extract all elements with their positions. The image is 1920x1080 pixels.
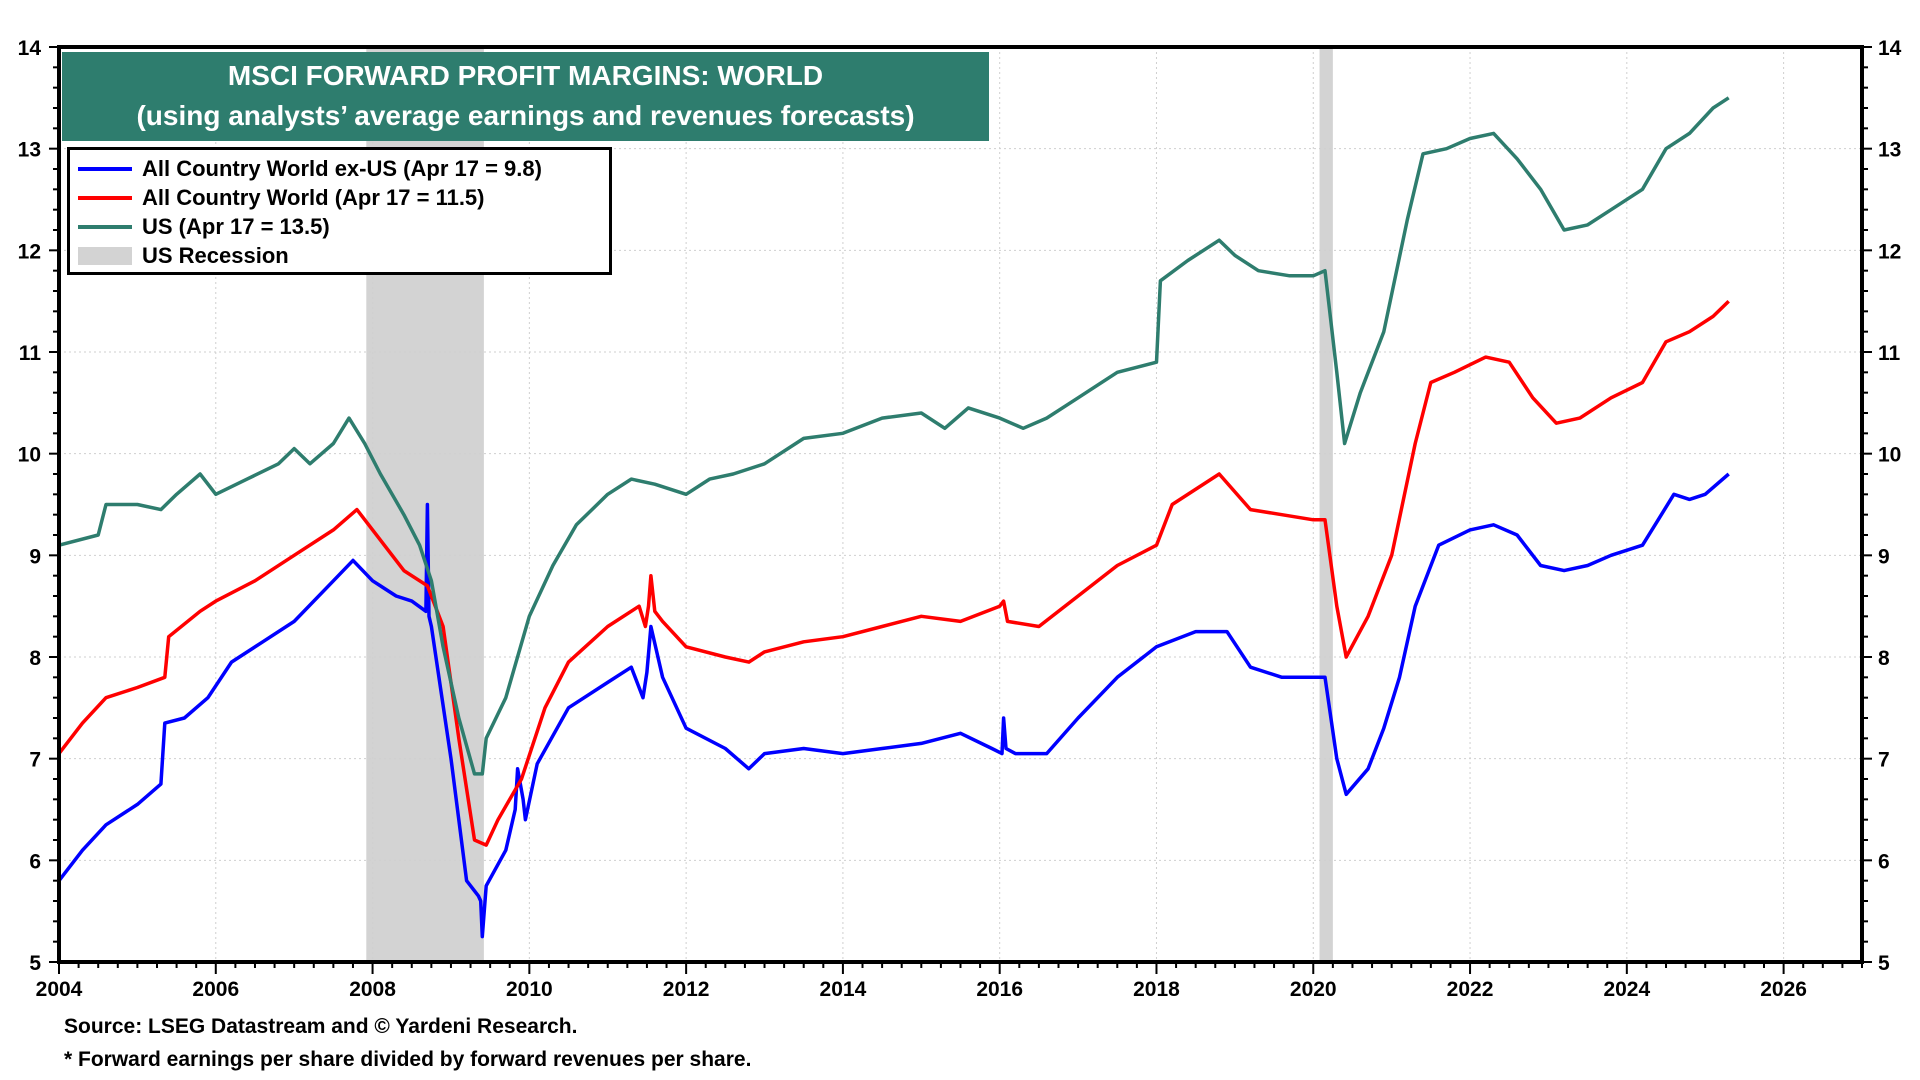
y-tick-label-left: 14: [18, 37, 42, 60]
footnote: * Forward earnings per share divided by …: [64, 1048, 752, 1071]
legend-label: US (Apr 17 = 13.5): [142, 213, 330, 239]
y-tick-label-right: 13: [1878, 139, 1901, 162]
series-lines: [57, 96, 1730, 939]
y-tick-label-right: 6: [1878, 850, 1890, 873]
legend-label: All Country World ex-US (Apr 17 = 9.8): [142, 155, 542, 181]
legend: All Country World ex-US (Apr 17 = 9.8) A…: [67, 147, 612, 275]
chart-title-box: MSCI FORWARD PROFIT MARGINS: WORLD (usin…: [62, 52, 989, 141]
x-tick-label: 2010: [506, 978, 553, 1001]
y-tick-label-right: 9: [1878, 545, 1890, 568]
y-tick-label-right: 12: [1878, 240, 1901, 263]
legend-swatch-recession: [78, 246, 132, 265]
x-tick-label: 2006: [192, 978, 239, 1001]
legend-item-us: US (Apr 17 = 13.5): [78, 212, 601, 241]
source-note: Source: LSEG Datastream and © Yardeni Re…: [64, 1015, 578, 1038]
x-tick-label: 2024: [1603, 978, 1650, 1001]
legend-item-acw: All Country World (Apr 17 = 11.5): [78, 183, 601, 212]
y-tick-label-right: 10: [1878, 444, 1901, 467]
y-tick-label-left: 13: [18, 139, 41, 162]
y-tick-label-right: 7: [1878, 749, 1890, 772]
legend-swatch-blue-line: [78, 166, 132, 171]
series-line-2: [58, 96, 1730, 776]
legend-label: US Recession: [142, 242, 289, 268]
y-tick-label-left: 9: [29, 545, 41, 568]
x-tick-label: 2004: [36, 978, 83, 1001]
y-tick-label-left: 6: [29, 850, 41, 873]
y-tick-label-right: 8: [1878, 647, 1890, 670]
y-tick-label-left: 8: [29, 647, 41, 670]
axes: [49, 45, 1872, 974]
legend-label: All Country World (Apr 17 = 11.5): [142, 184, 485, 210]
y-tick-label-right: 5: [1878, 952, 1890, 975]
y-tick-label-left: 7: [29, 749, 41, 772]
x-tick-label: 2014: [820, 978, 867, 1001]
y-tick-label-left: 10: [18, 444, 41, 467]
y-tick-label-left: 12: [18, 240, 41, 263]
y-tick-label-left: 5: [29, 952, 41, 975]
chart-title: MSCI FORWARD PROFIT MARGINS: WORLD: [227, 60, 824, 91]
series-line-0: [57, 472, 1730, 939]
x-tick-label: 2026: [1760, 978, 1807, 1001]
tick-labels: 5 5 6 6 7 7 8 8 9 9 10 10 11 11 12 12 13 13 14 14 2004 2006 20…: [18, 37, 1902, 1001]
y-tick-label-right: 14: [1878, 37, 1902, 60]
chart-subtitle: (using analysts’ average earnings and re…: [136, 100, 915, 131]
legend-item-recession: US Recession: [78, 241, 601, 270]
legend-item-acwxus: All Country World ex-US (Apr 17 = 9.8): [78, 154, 601, 183]
legend-swatch-teal-line: [78, 224, 132, 229]
x-tick-label: 2016: [976, 978, 1023, 1001]
x-tick-label: 2020: [1290, 978, 1337, 1001]
x-tick-label: 2012: [663, 978, 710, 1001]
y-tick-label-right: 11: [1878, 342, 1901, 365]
y-tick-label-left: 11: [19, 342, 42, 365]
x-tick-label: 2022: [1447, 978, 1494, 1001]
series-line-1: [57, 299, 1730, 847]
x-tick-label: 2018: [1133, 978, 1180, 1001]
legend-swatch-red-line: [78, 195, 132, 200]
x-tick-label: 2008: [349, 978, 396, 1001]
recession-band: [1319, 47, 1333, 962]
